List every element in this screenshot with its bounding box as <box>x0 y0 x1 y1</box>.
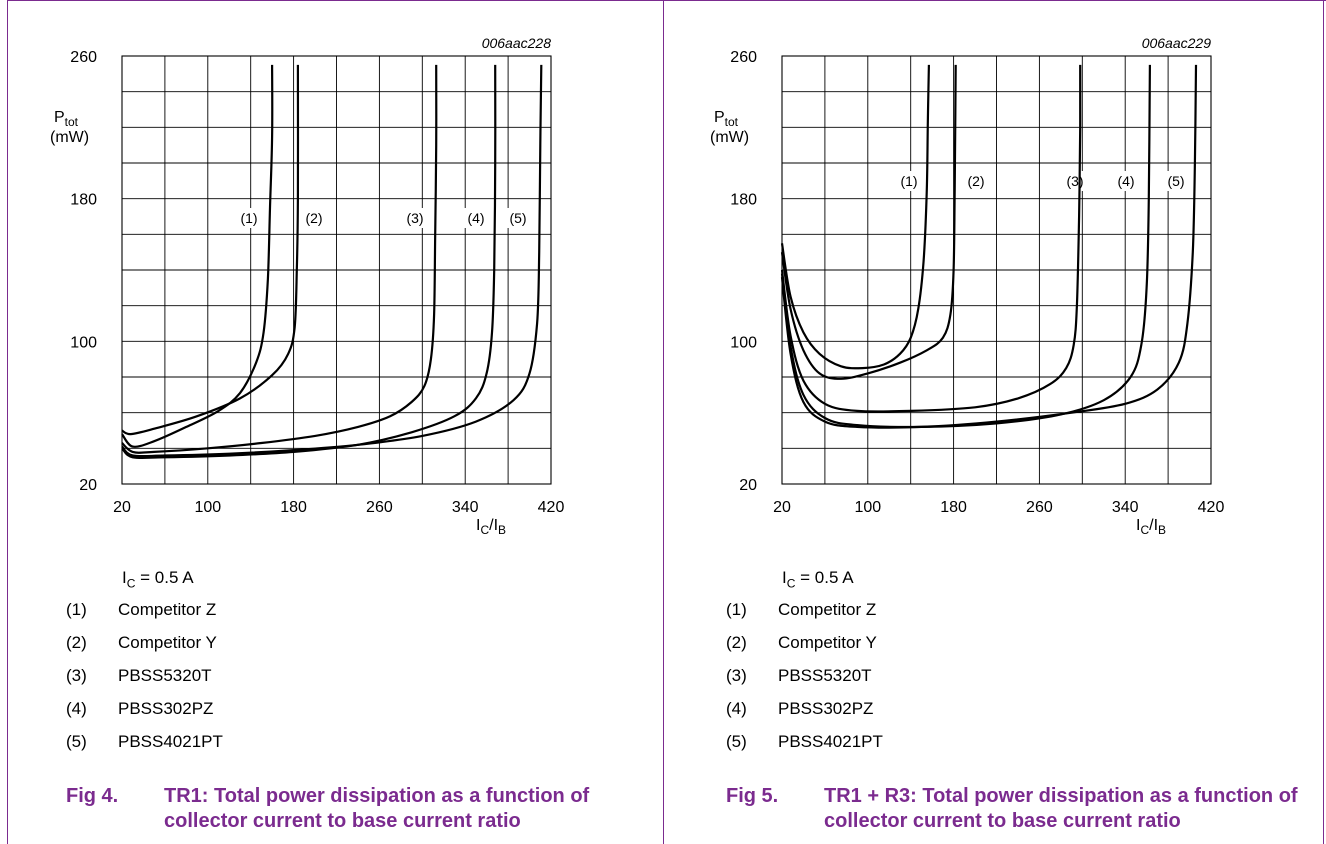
series-curve <box>780 64 1151 429</box>
legend-item: (5) PBSS4021PT <box>66 732 223 751</box>
curve-label: (3) <box>406 210 423 226</box>
curve-label: (1) <box>240 210 257 226</box>
series-curve <box>780 64 1198 429</box>
figure-panel-4: 20 100 180 260 340 420 20 100 180 260 Ptot (mW) IC/I… <box>10 0 660 844</box>
frame-left-border <box>7 0 8 844</box>
x-axis-label: IC/IB <box>1136 517 1166 537</box>
legend-list: (1) Competitor Z (2) Competitor Y (3) PBSS5… <box>726 600 883 765</box>
series-curve <box>121 64 543 458</box>
figure-id-code: 006aac228 <box>482 35 552 51</box>
x-tick-label: 20 <box>113 499 131 516</box>
x-tick-label: 420 <box>538 499 565 516</box>
figure-id-code: 006aac229 <box>1142 35 1212 51</box>
x-tick-label: 20 <box>773 499 791 516</box>
x-tick-label: 420 <box>1198 499 1225 516</box>
series-curve <box>121 64 274 448</box>
curve-label-bg <box>460 208 492 228</box>
figure-title: TR1: Total power dissipation as a functi… <box>164 785 590 832</box>
legend-item: (4) PBSS302PZ <box>726 699 874 718</box>
legend-list: (1) Competitor Z (2) Competitor Y (3) PBSS5… <box>66 600 223 765</box>
chart-fig5: 20 100 180 260 340 420 20 100 180 260 Ptot(mW) IC/I… <box>710 35 1225 537</box>
x-axis-label: IC/IB <box>476 517 506 537</box>
legend-item: (2) Competitor Y <box>66 633 217 652</box>
legend-item: (4) PBSS302PZ <box>66 699 214 718</box>
series-curve <box>780 64 957 380</box>
figure-caption: Fig 4. TR1: Total power dissipation as a… <box>66 784 656 834</box>
x-tick-label: 340 <box>452 499 479 516</box>
y-axis-unit: (mW) <box>710 129 749 146</box>
curve-label-bg <box>1110 171 1142 191</box>
curve-label: (4) <box>467 210 484 226</box>
condition-text: IC = 0.5 A <box>782 568 854 591</box>
condition-text: IC = 0.5 A <box>122 568 194 591</box>
y-tick-label: 20 <box>739 477 757 494</box>
legend-item: (5) PBSS4021PT <box>726 732 883 751</box>
curve-label-bg <box>233 208 265 228</box>
y-axis-unit: (mW) <box>50 129 89 146</box>
x-tick-label: 100 <box>194 499 221 516</box>
x-tick-label: 100 <box>854 499 881 516</box>
curve-label: (5) <box>509 210 526 226</box>
figure-number: Fig 4. <box>66 785 119 807</box>
y-axis-label: Ptot <box>54 109 79 129</box>
frame-right-border <box>1323 0 1324 844</box>
curve-label: (4) <box>1117 173 1134 189</box>
series-curve <box>780 64 930 370</box>
legend-item: (3) PBSS5320T <box>726 666 872 685</box>
curve-label-bg <box>502 208 534 228</box>
curve-label-bg <box>1160 171 1192 191</box>
chart-fig4: 20 100 180 260 340 420 20 100 180 260 Ptot(mW) IC/I… <box>50 35 565 537</box>
x-tick-label: 260 <box>1026 499 1053 516</box>
x-tick-label: 260 <box>366 499 393 516</box>
x-tick-label: 180 <box>940 499 967 516</box>
figure-caption: Fig 5. TR1 + R3: Total power dissipation… <box>726 784 1316 834</box>
y-axis-label: Ptot <box>714 109 739 129</box>
y-tick-label: 100 <box>70 334 97 351</box>
frame-divider <box>663 0 664 844</box>
legend-item: (2) Competitor Y <box>726 633 877 652</box>
curve-label: (5) <box>1167 173 1184 189</box>
x-tick-label: 180 <box>280 499 307 516</box>
series-curve <box>121 64 497 460</box>
y-tick-label: 180 <box>730 192 757 209</box>
plot-frame <box>121 55 552 485</box>
frame-top-border <box>7 0 1326 1</box>
curve-label-bg <box>893 171 925 191</box>
y-tick-label: 260 <box>70 49 97 66</box>
series-curve <box>780 64 1082 413</box>
curve-label-bg <box>960 171 992 191</box>
y-tick-label: 260 <box>730 49 757 66</box>
curve-label: (2) <box>967 173 984 189</box>
figure-number: Fig 5. <box>726 785 779 807</box>
legend-item: (1) Competitor Z <box>66 600 217 619</box>
legend-item: (3) PBSS5320T <box>66 666 212 685</box>
series-curve <box>121 64 438 454</box>
x-tick-label: 340 <box>1112 499 1139 516</box>
y-tick-label: 180 <box>70 192 97 209</box>
series-curve <box>121 64 300 436</box>
curve-label-bg <box>298 208 330 228</box>
figure-title: TR1 + R3: Total power dissipation as a f… <box>824 785 1298 832</box>
y-tick-label: 20 <box>79 477 97 494</box>
legend-item: (1) Competitor Z <box>726 600 877 619</box>
curve-label-bg <box>399 208 431 228</box>
figure-panel-5: 20 100 180 260 340 420 20 100 180 260 Ptot (mW) IC/I… <box>670 0 1320 844</box>
curve-label: (1) <box>900 173 917 189</box>
curve-label-bg <box>1059 171 1091 191</box>
curve-label: (2) <box>305 210 322 226</box>
y-tick-label: 100 <box>730 334 757 351</box>
curve-label: (3) <box>1066 173 1083 189</box>
